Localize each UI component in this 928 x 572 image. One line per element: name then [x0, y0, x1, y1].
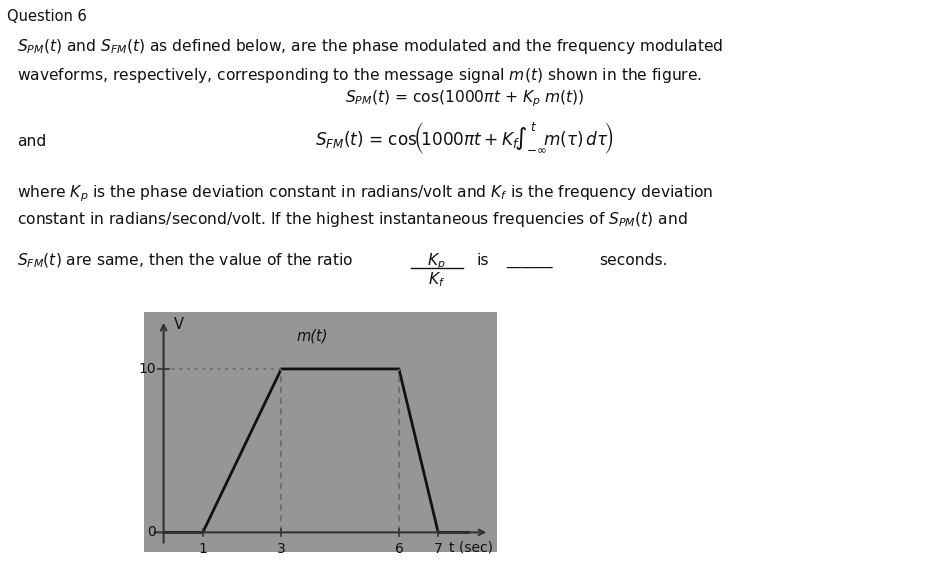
Text: $S_{PM}(t)$ = cos(1000$\pi t$ + $K_p$ $m(t)$): $S_{PM}(t)$ = cos(1000$\pi t$ + $K_p$ $m…: [344, 89, 584, 109]
Text: constant in radians/second/volt. If the highest instantaneous frequencies of $S_: constant in radians/second/volt. If the …: [17, 210, 687, 229]
Text: 1: 1: [199, 542, 207, 556]
Text: 6: 6: [394, 542, 403, 556]
Text: waveforms, respectively, corresponding to the message signal $m(t)$ shown in the: waveforms, respectively, corresponding t…: [17, 66, 701, 85]
Text: where $K_p$ is the phase deviation constant in radians/volt and $K_f$ is the fre: where $K_p$ is the phase deviation const…: [17, 183, 713, 204]
Text: and: and: [17, 134, 45, 149]
Text: ______: ______: [506, 253, 552, 268]
Text: m(t): m(t): [297, 328, 329, 343]
Text: is: is: [476, 253, 488, 268]
Text: 10: 10: [138, 362, 156, 376]
Text: $K_p$: $K_p$: [427, 251, 445, 272]
Text: $S_{PM}(t)$ and $S_{FM}(t)$ as defined below, are the phase modulated and the fr: $S_{PM}(t)$ and $S_{FM}(t)$ as defined b…: [17, 37, 722, 56]
Text: $S_{FM}(t)$ are same, then the value of the ratio: $S_{FM}(t)$ are same, then the value of …: [17, 252, 353, 270]
Text: 7: 7: [433, 542, 442, 556]
Text: 0: 0: [147, 525, 156, 539]
Text: seconds.: seconds.: [599, 253, 667, 268]
Text: 3: 3: [277, 542, 285, 556]
Text: $K_f$: $K_f$: [428, 271, 445, 289]
Text: t (sec): t (sec): [448, 541, 493, 554]
Text: V: V: [174, 317, 183, 332]
Text: Question 6: Question 6: [7, 9, 87, 23]
Text: $S_{FM}(t)$ = cos$\!\left(\!1000\pi t + K_f \!\int_{-\infty}^{\,t}\! m(\tau)\, d: $S_{FM}(t)$ = cos$\!\left(\!1000\pi t + …: [315, 120, 613, 156]
